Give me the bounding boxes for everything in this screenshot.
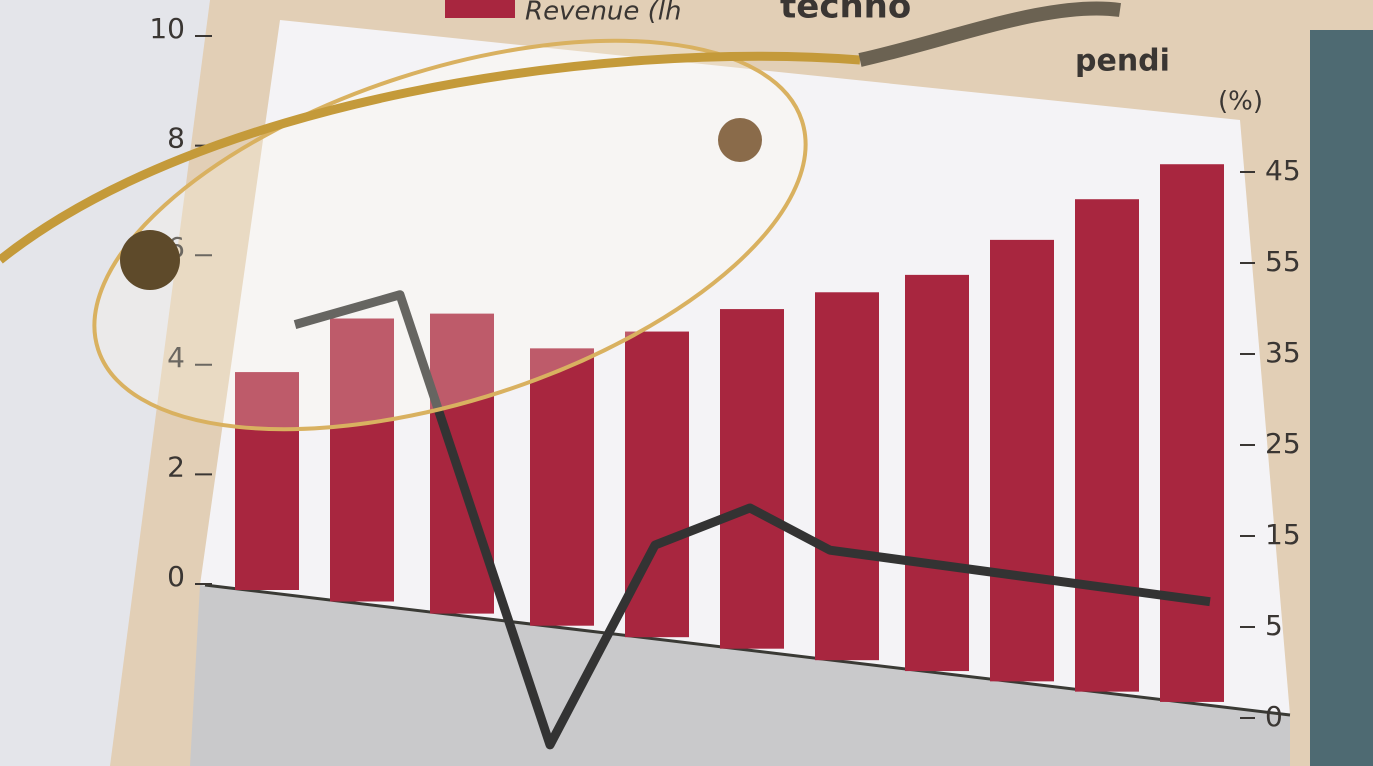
right-tick-label: 0 <box>1265 700 1283 733</box>
title-fragment: pendi <box>1075 44 1170 79</box>
legend-text: Revenue (lh <box>525 0 682 27</box>
glasses-hinge <box>858 1 1121 67</box>
left-tick-label: 8 <box>167 122 185 155</box>
glasses-lens <box>92 38 808 432</box>
bar <box>530 348 594 626</box>
right-tick-label: 25 <box>1265 427 1301 460</box>
glasses <box>0 1 1121 432</box>
bar <box>815 292 879 661</box>
right-tick-label: 15 <box>1265 518 1301 551</box>
bar <box>235 372 299 590</box>
left-tick-label: 4 <box>167 341 185 374</box>
chart-marks: 0246810455535251550 <box>149 12 1301 750</box>
glasses-frame <box>0 51 861 264</box>
baseline <box>204 583 1291 717</box>
left-tick-label: 10 <box>149 12 185 45</box>
legend-swatch <box>445 0 515 18</box>
floor-area <box>190 585 1290 766</box>
right-tick-label: 5 <box>1265 609 1283 642</box>
bar <box>430 313 494 614</box>
right-tick-label: 55 <box>1265 245 1301 278</box>
edge-pattern <box>1310 30 1373 766</box>
bar <box>905 274 969 672</box>
left-tick-label: 0 <box>167 560 185 593</box>
title-fragment: (%) <box>1218 87 1263 117</box>
right-tick-label: 35 <box>1265 336 1301 369</box>
nose-pad <box>718 118 762 162</box>
left-tick-label: 2 <box>167 450 185 483</box>
title-fragment: techno <box>780 0 911 27</box>
bar <box>1075 199 1139 692</box>
bar <box>720 309 784 649</box>
right-tick-label: 45 <box>1265 154 1301 187</box>
bar <box>1160 164 1224 702</box>
bar <box>990 239 1054 682</box>
screw <box>120 230 180 290</box>
bar <box>330 318 394 602</box>
growth-line <box>293 290 1211 750</box>
